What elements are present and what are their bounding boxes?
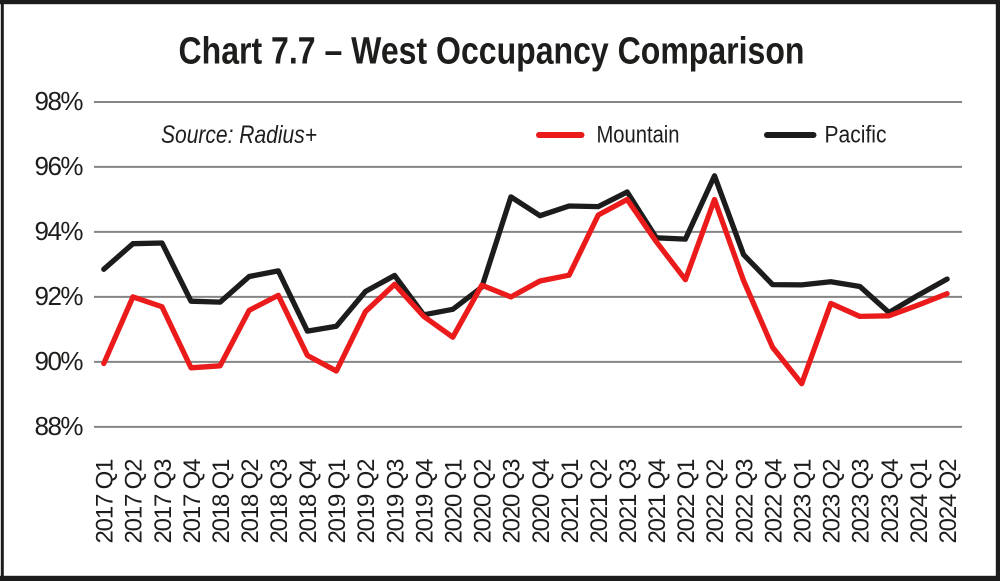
svg-text:2019 Q4: 2019 Q4 (411, 458, 438, 543)
svg-text:2020 Q2: 2020 Q2 (470, 459, 497, 544)
svg-text:94%: 94% (35, 216, 84, 246)
svg-text:Chart 7.7 – West Occupancy Com: Chart 7.7 – West Occupancy Comparison (179, 31, 805, 73)
svg-text:Mountain: Mountain (597, 121, 680, 148)
svg-text:2018 Q4: 2018 Q4 (295, 459, 322, 544)
svg-text:2021 Q1: 2021 Q1 (557, 459, 584, 544)
svg-text:2021 Q3: 2021 Q3 (615, 459, 642, 544)
svg-text:2017 Q2: 2017 Q2 (121, 459, 148, 544)
svg-text:2023 Q4: 2023 Q4 (877, 459, 904, 544)
svg-text:2020 Q3: 2020 Q3 (499, 459, 526, 544)
svg-text:2024 Q2: 2024 Q2 (935, 458, 962, 543)
svg-text:Pacific: Pacific (825, 121, 887, 148)
svg-text:2023 Q2: 2023 Q2 (819, 459, 846, 544)
svg-text:2018 Q1: 2018 Q1 (208, 459, 235, 544)
svg-text:2017 Q3: 2017 Q3 (150, 459, 177, 544)
svg-text:2019 Q3: 2019 Q3 (382, 459, 409, 544)
svg-text:2021 Q2: 2021 Q2 (586, 459, 613, 544)
svg-text:2022 Q3: 2022 Q3 (731, 459, 758, 544)
svg-text:Source: Radius+: Source: Radius+ (161, 121, 317, 149)
svg-text:2020 Q1: 2020 Q1 (441, 459, 468, 544)
svg-text:90%: 90% (35, 346, 84, 376)
svg-text:2018 Q2: 2018 Q2 (237, 459, 264, 544)
svg-text:98%: 98% (35, 86, 84, 116)
svg-text:96%: 96% (35, 151, 84, 181)
svg-text:2021 Q4: 2021 Q4 (644, 459, 671, 544)
svg-text:2019 Q2: 2019 Q2 (353, 459, 380, 544)
svg-text:2020 Q4: 2020 Q4 (528, 459, 555, 544)
svg-text:2023 Q1: 2023 Q1 (789, 459, 816, 544)
svg-text:2019 Q1: 2019 Q1 (324, 459, 351, 544)
svg-text:92%: 92% (35, 281, 84, 311)
svg-text:2022 Q1: 2022 Q1 (673, 459, 700, 544)
svg-text:88%: 88% (35, 411, 84, 441)
svg-text:2022 Q4: 2022 Q4 (760, 459, 787, 544)
svg-text:2018 Q3: 2018 Q3 (266, 459, 293, 544)
svg-text:2022 Q2: 2022 Q2 (702, 459, 729, 544)
svg-text:2017 Q1: 2017 Q1 (92, 459, 119, 544)
svg-text:2023 Q3: 2023 Q3 (848, 459, 875, 544)
svg-text:2017 Q4: 2017 Q4 (179, 459, 206, 544)
svg-text:2024 Q1: 2024 Q1 (906, 459, 933, 544)
